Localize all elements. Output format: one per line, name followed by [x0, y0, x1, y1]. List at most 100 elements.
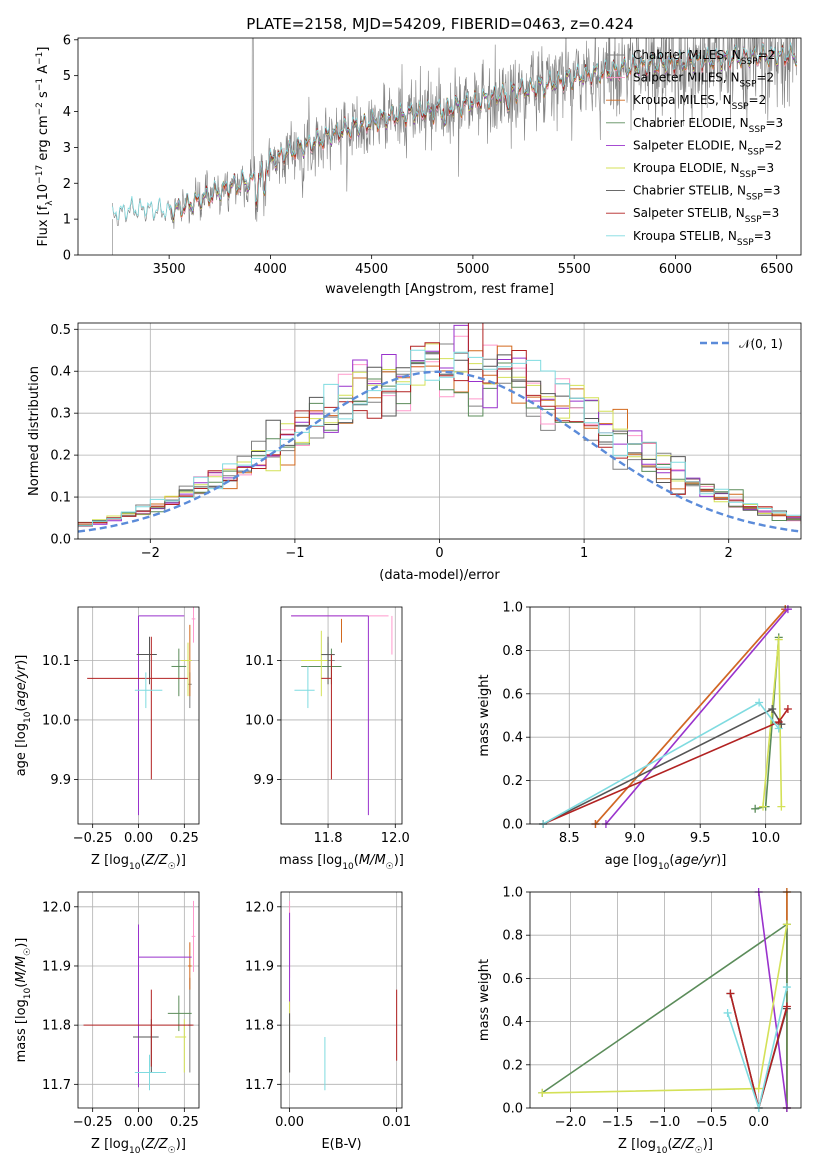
point-kroupa-stelib [134, 672, 163, 709]
series-salpeter-stelib [539, 704, 792, 828]
y-tick-label: 0.8 [502, 929, 523, 944]
error-bars [289, 900, 398, 1091]
series-marker [777, 802, 786, 811]
point-chabrier-elodie [171, 648, 187, 697]
x-axis-label: (data-model)/error [379, 568, 500, 583]
point-salpeter-stelib [321, 654, 332, 780]
x-tick-label: −1.5 [602, 1115, 634, 1130]
x-tick-label: 1 [580, 546, 588, 561]
normal-curve [78, 370, 801, 533]
y-tick-label: 11.9 [42, 959, 71, 974]
point-chabrier-elodie [167, 995, 192, 1032]
series-line [542, 707, 783, 825]
x-tick-label: −1 [285, 546, 304, 561]
x-tick-label: 10.0 [751, 831, 780, 846]
axes-frame [77, 37, 802, 256]
x-axis-label: age [log10(age/yr)] [605, 853, 727, 872]
y-axis-label: Flux [fλ10−17 erg cm−2 s−1 A−1] [35, 47, 55, 247]
series-marker [723, 1008, 732, 1017]
y-tick-label: 11.7 [42, 1078, 71, 1093]
point-kroupa-elodie [175, 1019, 187, 1073]
y-tick-label: 11.8 [42, 1019, 71, 1034]
y-tick-label: 9.9 [253, 773, 274, 788]
x-tick-label: 9.5 [690, 831, 711, 846]
y-tick-label: 1 [63, 213, 71, 228]
y-tick-label: 0.2 [502, 774, 523, 789]
y-tick-label: 0.0 [502, 818, 523, 833]
y-tick-label: 1.0 [502, 601, 523, 616]
age_vs_Z-panel: −0.25 0.00 0.25 9.9 10.0 10.1 Z [log10(Z/Z☉)] a… [14, 606, 200, 872]
x-axis-label: Z [log10(Z/Z☉)] [91, 1137, 186, 1156]
series-marker [774, 635, 783, 644]
series-line [542, 708, 789, 825]
axes-frame [77, 322, 802, 540]
x-tick-label: 0.0 [748, 1115, 769, 1130]
series-marker [768, 704, 777, 713]
legend: 𝒩(0, 1) [700, 337, 783, 351]
y-tick-label: 10.0 [42, 713, 71, 728]
y-tick-label: 0.6 [502, 687, 523, 702]
x-tick-label: 8.5 [559, 831, 580, 846]
point-chabrier-stelib [136, 636, 157, 685]
y-axis-label: mass weight [477, 674, 492, 756]
y-tick-label: 0.0 [502, 1102, 523, 1117]
series-kroupa-elodie [759, 635, 786, 811]
legend-entry: Chabrier ELODIE, NSSP=3 [633, 116, 783, 135]
y-tick-label: 0.5 [50, 323, 71, 338]
series-marker [751, 804, 760, 813]
y-tick-label: 11.7 [245, 1078, 274, 1093]
y-tick-label: 0.0 [50, 533, 71, 548]
x-tick-label: −0.5 [696, 1115, 728, 1130]
x-tick-label: 0.00 [124, 831, 153, 846]
y-tick-label: 0.4 [502, 731, 523, 746]
legend-entry: Salpeter MILES, NSSP=2 [633, 71, 774, 90]
x-tick-label: −0.25 [73, 831, 113, 846]
axes-frame [280, 891, 403, 1109]
y-tick-label: 0.6 [502, 972, 523, 987]
x-tick-label: 0.25 [170, 1115, 199, 1130]
y-tick-label: 0.3 [50, 407, 71, 422]
series-marker [783, 605, 792, 614]
y-tick-label: 11.9 [245, 959, 274, 974]
y-tick-label: 10.1 [245, 654, 274, 669]
point-salpeter-elodie [138, 615, 185, 816]
series-marker [782, 983, 791, 992]
y-tick-label: 1.0 [502, 886, 523, 901]
x-tick-label: 6500 [760, 262, 793, 277]
y-tick-label: 0.1 [50, 491, 71, 506]
legend-entry: 𝒩(0, 1) [739, 337, 783, 351]
x-tick-label: 0 [435, 546, 443, 561]
series-line [726, 986, 788, 1111]
histograms [78, 323, 801, 533]
x-axis-label: Z [log10(Z/Z☉)] [618, 1137, 713, 1156]
error-bars [291, 615, 393, 816]
legend-entry: Chabrier MILES, NSSP=2 [633, 48, 775, 67]
series-marker [538, 1088, 547, 1097]
x-tick-label: −2 [141, 546, 160, 561]
x-tick-label: −2.0 [555, 1115, 587, 1130]
x-tick-label: 0.25 [170, 831, 199, 846]
x-tick-label: 4500 [355, 262, 388, 277]
series-marker [783, 704, 792, 713]
series-line [605, 608, 789, 825]
x-axis-label: E(B-V) [321, 1137, 361, 1152]
y-tick-label: 9.9 [50, 773, 71, 788]
x-tick-label: 0.01 [382, 1115, 411, 1130]
x-tick-label: 12.0 [381, 831, 410, 846]
point-kroupa-stelib [294, 666, 315, 709]
series-marker [755, 698, 764, 707]
series-kroupa-stelib [539, 698, 783, 828]
x-tick-label: 3500 [153, 262, 186, 277]
age_vs_mass-panel: 11.8 12.0 9.9 10.0 10.1 mass [log10(M/M☉)] [245, 606, 410, 872]
y-tick-label: 0.4 [50, 365, 71, 380]
y-tick-label: 5 [63, 69, 71, 84]
x-tick-label: −1.0 [649, 1115, 681, 1130]
error-bars [87, 607, 196, 816]
x-tick-label: 6000 [659, 262, 692, 277]
y-tick-label: 2 [63, 177, 71, 192]
spectrum-panel: 3500 4000 4500 5000 5500 6000 6500 0 1 2 3 4 5 6 wavel… [35, 33, 802, 297]
series-marker [782, 1002, 791, 1011]
y-tick-label: 0.8 [502, 644, 523, 659]
axes-frame [77, 891, 200, 1109]
